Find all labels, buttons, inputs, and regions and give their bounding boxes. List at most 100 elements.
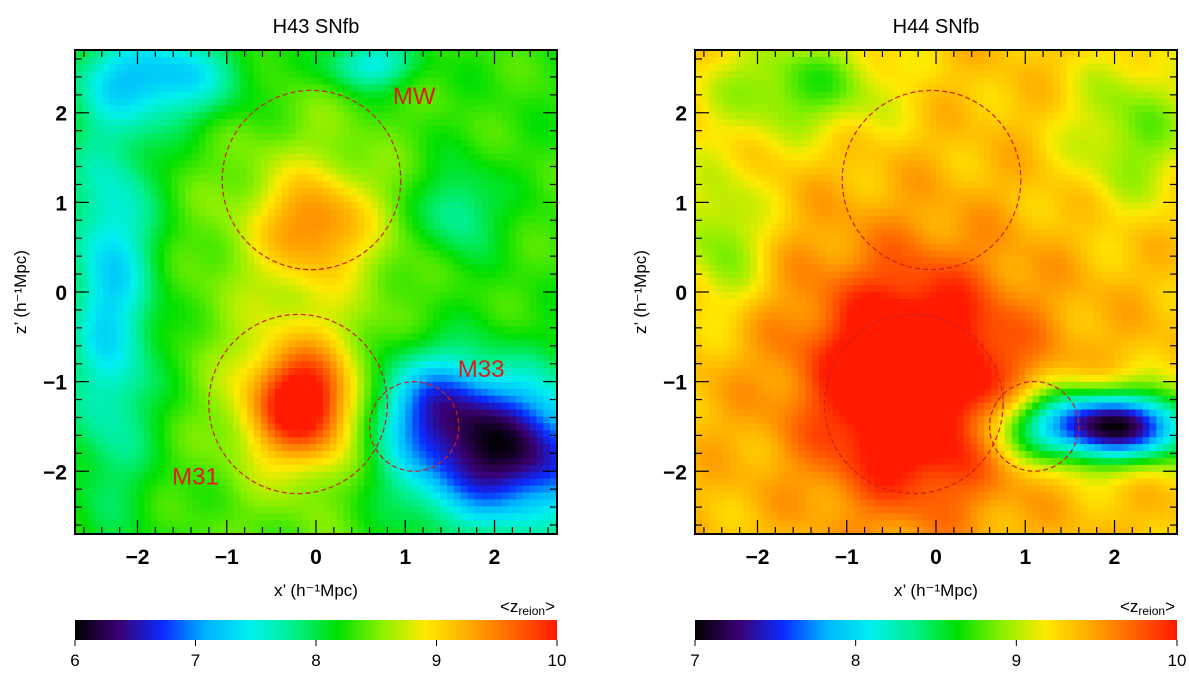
heatmap-cell <box>281 527 290 534</box>
heatmap-cell <box>377 416 386 424</box>
heatmap-cell <box>364 354 372 362</box>
heatmap-cell <box>329 209 338 217</box>
heatmap-cell <box>357 506 365 514</box>
heatmap-cell <box>543 361 551 369</box>
heatmap-cell <box>467 457 475 466</box>
heatmap-cell <box>150 188 159 196</box>
heatmap-cell <box>322 485 331 494</box>
heatmap-cell <box>536 444 544 452</box>
heatmap-cell <box>254 457 262 466</box>
heatmap-cell <box>508 464 517 473</box>
heatmap-cell <box>495 70 503 79</box>
heatmap-cell <box>322 513 331 521</box>
heatmap-cell <box>109 464 117 473</box>
heatmap-cell <box>233 181 241 189</box>
heatmap-cell <box>515 56 524 65</box>
heatmap-cell <box>116 457 124 466</box>
heatmap-cell <box>75 139 83 148</box>
heatmap-cell <box>529 492 537 501</box>
heatmap-cell <box>75 319 83 328</box>
heatmap-cell <box>288 243 296 252</box>
heatmap-cell <box>439 457 448 466</box>
heatmap-cell <box>171 354 179 362</box>
heatmap-cell <box>150 202 159 210</box>
heatmap-cell <box>192 416 200 424</box>
heatmap-cell <box>205 222 214 231</box>
heatmap-cell <box>508 250 517 259</box>
heatmap-cell <box>336 119 345 127</box>
heatmap-cell <box>481 132 489 141</box>
heatmap-cell <box>274 361 283 369</box>
heatmap-cell <box>501 139 510 148</box>
heatmap-cell <box>116 464 124 473</box>
heatmap-cell <box>501 506 510 514</box>
heatmap-cell <box>453 91 462 99</box>
heatmap-cell <box>357 513 365 521</box>
heatmap-cell <box>109 153 117 162</box>
heatmap-cell <box>460 506 469 514</box>
heatmap-cell <box>329 457 338 466</box>
heatmap-cell <box>357 388 365 397</box>
heatmap-cell <box>357 215 365 224</box>
heatmap-cell <box>274 70 283 79</box>
heatmap-cell <box>453 70 462 79</box>
heatmap-cell <box>350 361 358 369</box>
heatmap-cell <box>446 402 455 411</box>
heatmap-cell <box>343 381 352 390</box>
heatmap-cell <box>391 402 400 411</box>
heatmap-cell <box>164 527 172 534</box>
heatmap-cell <box>260 402 269 411</box>
heatmap-cell <box>281 139 290 148</box>
heatmap-cell <box>281 119 290 127</box>
heatmap-cell <box>322 312 331 321</box>
heatmap-cell <box>81 77 90 86</box>
heatmap-cell <box>384 388 393 397</box>
heatmap-cell <box>130 430 138 438</box>
heatmap-cell <box>247 229 255 238</box>
heatmap-cell <box>295 361 303 369</box>
heatmap-cell <box>474 457 482 466</box>
heatmap-cell <box>350 271 358 279</box>
heatmap-cell <box>398 91 407 99</box>
heatmap-cell <box>178 444 186 452</box>
heatmap-cell <box>522 402 531 411</box>
heatmap-cell <box>357 333 365 341</box>
heatmap-cell <box>412 464 420 473</box>
heatmap-cell <box>481 91 489 99</box>
heatmap-cell <box>95 181 104 189</box>
heatmap-cell <box>109 257 117 265</box>
heatmap-cell <box>433 430 441 438</box>
heatmap-cell <box>233 132 241 141</box>
heatmap-cell <box>350 181 358 189</box>
heatmap-cell <box>515 312 524 321</box>
heatmap-cell <box>419 499 427 507</box>
heatmap-cell <box>150 506 159 514</box>
heatmap-cell <box>550 278 557 286</box>
heatmap-cell <box>260 423 269 431</box>
heatmap-cell <box>322 132 331 141</box>
heatmap-cell <box>164 209 172 217</box>
heatmap-cell <box>240 326 248 335</box>
heatmap-cell <box>309 167 317 176</box>
heatmap-cell <box>95 50 104 58</box>
heatmap-cell <box>460 250 469 259</box>
heatmap-cell <box>130 416 138 424</box>
heatmap-cell <box>488 278 496 286</box>
heatmap-cell <box>185 506 193 514</box>
heatmap-cell <box>481 77 489 86</box>
heatmap-cell <box>453 119 462 127</box>
heatmap-cell <box>136 416 145 424</box>
heatmap-cell <box>329 326 338 335</box>
heatmap-cell <box>123 492 131 501</box>
heatmap-cell <box>488 499 496 507</box>
heatmap-cell <box>302 236 310 245</box>
heatmap-cell <box>501 319 510 328</box>
heatmap-cell <box>81 326 90 335</box>
heatmap-cell <box>343 229 352 238</box>
heatmap-cell <box>205 139 214 148</box>
heatmap-cell <box>343 56 352 65</box>
heatmap-cell <box>536 333 544 341</box>
heatmap-cell <box>412 333 420 341</box>
heatmap-cell <box>212 160 221 169</box>
heatmap-cell <box>336 188 345 196</box>
